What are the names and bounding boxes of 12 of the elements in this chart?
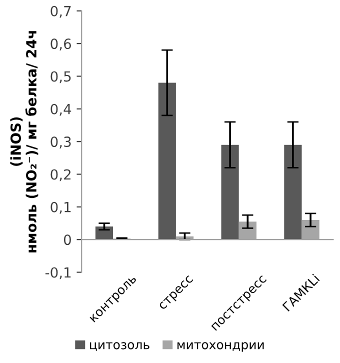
y-tick-label: 0,4	[50, 104, 72, 116]
y-axis-title: (iNOS) нмоль (NO₂⁻)/ мг белка/ 24ч	[10, 31, 38, 252]
y-tick-label: 0,5	[50, 71, 71, 84]
y-tick-label: 0,3	[50, 136, 71, 148]
y-tick-label: 0,7	[50, 6, 71, 18]
y-tick-label: 0,2	[50, 169, 70, 182]
y-tick-label: 0,6	[50, 38, 72, 50]
legend-label: митохондрии	[177, 342, 264, 352]
y-tick-label: -0,1	[45, 267, 71, 280]
y-tick-label: 0	[64, 234, 71, 246]
legend-label: цитозоль	[90, 342, 150, 351]
y-tick-label: 0,1	[50, 202, 71, 214]
